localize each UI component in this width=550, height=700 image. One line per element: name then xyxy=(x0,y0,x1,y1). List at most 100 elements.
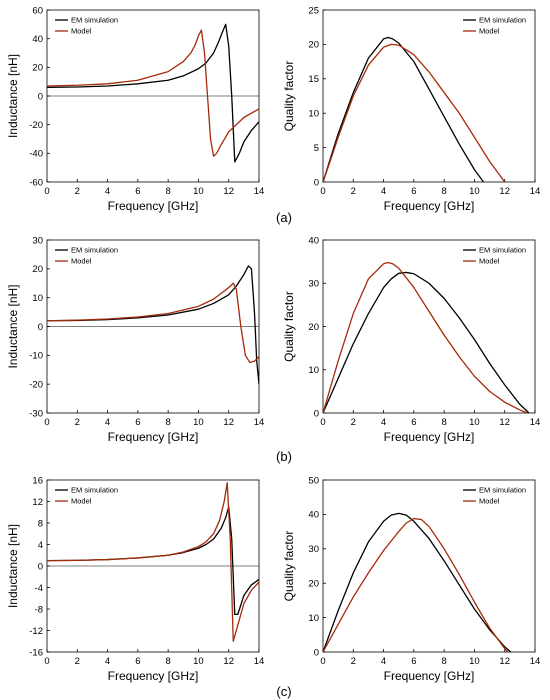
y-tick-label: 5 xyxy=(314,143,319,154)
series-line-model xyxy=(323,517,509,652)
x-tick-label: 2 xyxy=(351,186,356,197)
x-tick-label: 8 xyxy=(165,417,170,428)
y-tick-label: 25 xyxy=(308,5,319,16)
y-axis-label: Inductance [nH] xyxy=(6,54,20,138)
y-tick-label: 10 xyxy=(308,613,319,624)
legend-entry: Model xyxy=(71,257,92,266)
y-tick-label: 12 xyxy=(32,497,43,508)
y-tick-label: 16 xyxy=(32,475,43,486)
x-tick-label: 0 xyxy=(44,186,49,197)
plot-frame xyxy=(322,9,536,183)
x-tick-label: 0 xyxy=(320,186,325,197)
y-tick-label: -60 xyxy=(29,177,43,188)
panel-label-b: (b) xyxy=(276,449,292,464)
y-tick-label: -10 xyxy=(29,351,43,362)
series-line-model xyxy=(47,482,259,642)
legend-entry: EM simulation xyxy=(479,246,526,255)
y-tick-label: 30 xyxy=(308,544,319,555)
series-line-model xyxy=(323,43,506,182)
x-tick-label: 14 xyxy=(254,417,265,428)
x-tick-label: 10 xyxy=(469,186,480,197)
y-tick-label: 0 xyxy=(38,322,43,333)
y-axis-label: Quality factor xyxy=(282,291,296,362)
x-tick-label: 4 xyxy=(381,186,386,197)
x-tick-label: 8 xyxy=(441,186,446,197)
legend-entry: Model xyxy=(71,497,92,506)
x-tick-label: 8 xyxy=(441,656,446,667)
legend-entry: Model xyxy=(71,27,92,36)
x-tick-label: 10 xyxy=(193,417,204,428)
x-tick-label: 2 xyxy=(351,656,356,667)
y-tick-label: 8 xyxy=(38,518,43,529)
x-tick-label: 12 xyxy=(499,656,510,667)
legend-entry: EM simulation xyxy=(71,16,118,25)
legend-entry: Model xyxy=(479,27,500,36)
y-tick-label: -20 xyxy=(29,120,43,131)
series-line-em-simulation xyxy=(47,265,259,385)
x-tick-label: 0 xyxy=(44,417,49,428)
y-tick-label: -16 xyxy=(29,647,43,658)
plot-frame xyxy=(322,479,536,653)
x-tick-label: 0 xyxy=(320,656,325,667)
x-tick-label: 2 xyxy=(75,186,80,197)
x-axis-label: Frequency [GHz] xyxy=(384,669,475,683)
y-tick-label: 0 xyxy=(314,177,319,188)
x-tick-label: 2 xyxy=(351,417,356,428)
y-tick-label: 10 xyxy=(32,293,43,304)
x-tick-label: 4 xyxy=(381,417,386,428)
y-tick-label: 40 xyxy=(32,34,43,45)
x-tick-label: 6 xyxy=(411,417,416,428)
x-tick-label: 12 xyxy=(499,417,510,428)
y-tick-label: 0 xyxy=(38,91,43,102)
y-tick-label: 15 xyxy=(308,74,319,85)
x-tick-label: 10 xyxy=(193,186,204,197)
x-tick-label: 10 xyxy=(193,656,204,667)
y-tick-label: 40 xyxy=(308,235,319,246)
x-tick-label: 12 xyxy=(499,186,510,197)
x-axis-label: Frequency [GHz] xyxy=(108,430,199,444)
chart-2: 0 2 4 6 8 10 12 14 0 5 10 15 20 25 Frequency [GHz] Qual… xyxy=(282,5,540,213)
chart-3: 0 2 4 6 8 10 12 14 -30 -20 -10 0 10 20 30 Frequency [GH… xyxy=(6,235,264,444)
y-tick-label: 60 xyxy=(32,5,43,16)
legend-entry: Model xyxy=(479,497,500,506)
panel-label-c: (c) xyxy=(276,684,291,699)
x-tick-label: 8 xyxy=(165,656,170,667)
x-tick-label: 12 xyxy=(223,186,234,197)
series-line-model xyxy=(323,261,528,413)
x-tick-label: 10 xyxy=(469,417,480,428)
legend-entry: Model xyxy=(479,257,500,266)
y-tick-label: 20 xyxy=(308,40,319,51)
x-tick-label: 12 xyxy=(223,656,234,667)
x-tick-label: 4 xyxy=(105,186,110,197)
x-tick-label: 8 xyxy=(441,417,446,428)
x-tick-label: 8 xyxy=(165,186,170,197)
legend-entry: EM simulation xyxy=(71,246,118,255)
series-line-em-simulation xyxy=(323,512,512,652)
y-tick-label: 30 xyxy=(32,235,43,246)
legend-entry: EM simulation xyxy=(479,16,526,25)
y-tick-label: 0 xyxy=(38,561,43,572)
x-tick-label: 14 xyxy=(530,417,541,428)
chart-1: 0 2 4 6 8 10 12 14 -60 -40 -20 0 20 40 60 Frequency [GH… xyxy=(6,5,264,213)
chart-4: 0 2 4 6 8 10 12 14 0 10 20 30 40 Frequency [GHz] Quali… xyxy=(282,235,540,444)
x-tick-label: 6 xyxy=(135,417,140,428)
y-tick-label: -12 xyxy=(29,626,43,637)
y-axis-label: Inductance [nH] xyxy=(6,524,20,608)
x-tick-label: 14 xyxy=(530,656,541,667)
y-axis-label: Inductance [nH] xyxy=(6,284,20,368)
y-tick-label: 20 xyxy=(32,63,43,74)
y-axis-label: Quality factor xyxy=(282,61,296,132)
x-tick-label: 6 xyxy=(135,186,140,197)
y-tick-label: 10 xyxy=(308,109,319,120)
legend-entry: EM simulation xyxy=(71,486,118,495)
y-tick-label: 50 xyxy=(308,475,319,486)
y-tick-label: -4 xyxy=(35,583,43,594)
y-tick-label: 20 xyxy=(308,322,319,333)
y-tick-label: 20 xyxy=(32,264,43,275)
y-tick-label: -40 xyxy=(29,149,43,160)
y-tick-label: 40 xyxy=(308,510,319,521)
x-axis-label: Frequency [GHz] xyxy=(108,669,199,683)
x-tick-label: 14 xyxy=(254,656,265,667)
plot-frame xyxy=(322,239,536,414)
